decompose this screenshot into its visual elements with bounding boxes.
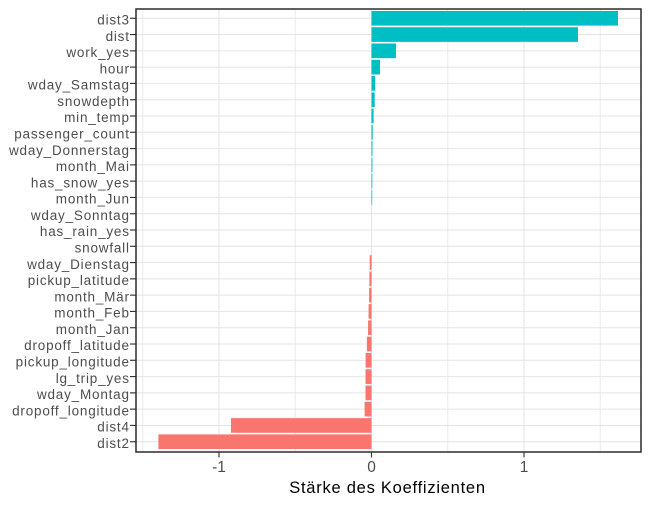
svg-text:dist: dist — [106, 29, 130, 44]
svg-text:min_temp: min_temp — [64, 110, 130, 125]
svg-text:lg_trip_yes: lg_trip_yes — [56, 371, 130, 386]
svg-text:month_Feb: month_Feb — [54, 306, 130, 321]
svg-text:snowdepth: snowdepth — [57, 94, 130, 109]
svg-text:passenger_count: passenger_count — [14, 126, 130, 141]
svg-text:-1: -1 — [212, 459, 226, 476]
svg-text:pickup_longitude: pickup_longitude — [16, 354, 130, 369]
svg-text:dist4: dist4 — [97, 420, 130, 435]
svg-text:Stärke des Koeffizienten: Stärke des Koeffizienten — [289, 479, 486, 497]
svg-text:has_rain_yes: has_rain_yes — [40, 224, 130, 239]
svg-text:wday_Donnerstag: wday_Donnerstag — [8, 143, 130, 158]
svg-text:dist3: dist3 — [97, 12, 130, 27]
svg-text:wday_Montag: wday_Montag — [36, 387, 130, 402]
svg-text:month_Mär: month_Mär — [54, 289, 129, 304]
svg-text:dropoff_latitude: dropoff_latitude — [24, 338, 130, 353]
svg-text:dropoff_longitude: dropoff_longitude — [12, 403, 130, 418]
svg-text:snowfall: snowfall — [75, 240, 130, 255]
svg-text:has_snow_yes: has_snow_yes — [31, 175, 130, 190]
svg-text:month_Mai: month_Mai — [56, 159, 130, 174]
svg-text:month_Jun: month_Jun — [56, 192, 130, 207]
svg-text:1: 1 — [520, 459, 529, 476]
svg-text:wday_Sonntag: wday_Sonntag — [30, 208, 130, 223]
svg-text:work_yes: work_yes — [65, 45, 129, 60]
svg-text:dist2: dist2 — [97, 436, 130, 451]
svg-text:hour: hour — [100, 61, 130, 76]
svg-text:pickup_latitude: pickup_latitude — [28, 273, 130, 288]
svg-text:wday_Dienstag: wday_Dienstag — [26, 257, 130, 272]
svg-text:0: 0 — [367, 459, 376, 476]
svg-text:wday_Samstag: wday_Samstag — [27, 78, 130, 93]
svg-text:month_Jan: month_Jan — [56, 322, 130, 337]
